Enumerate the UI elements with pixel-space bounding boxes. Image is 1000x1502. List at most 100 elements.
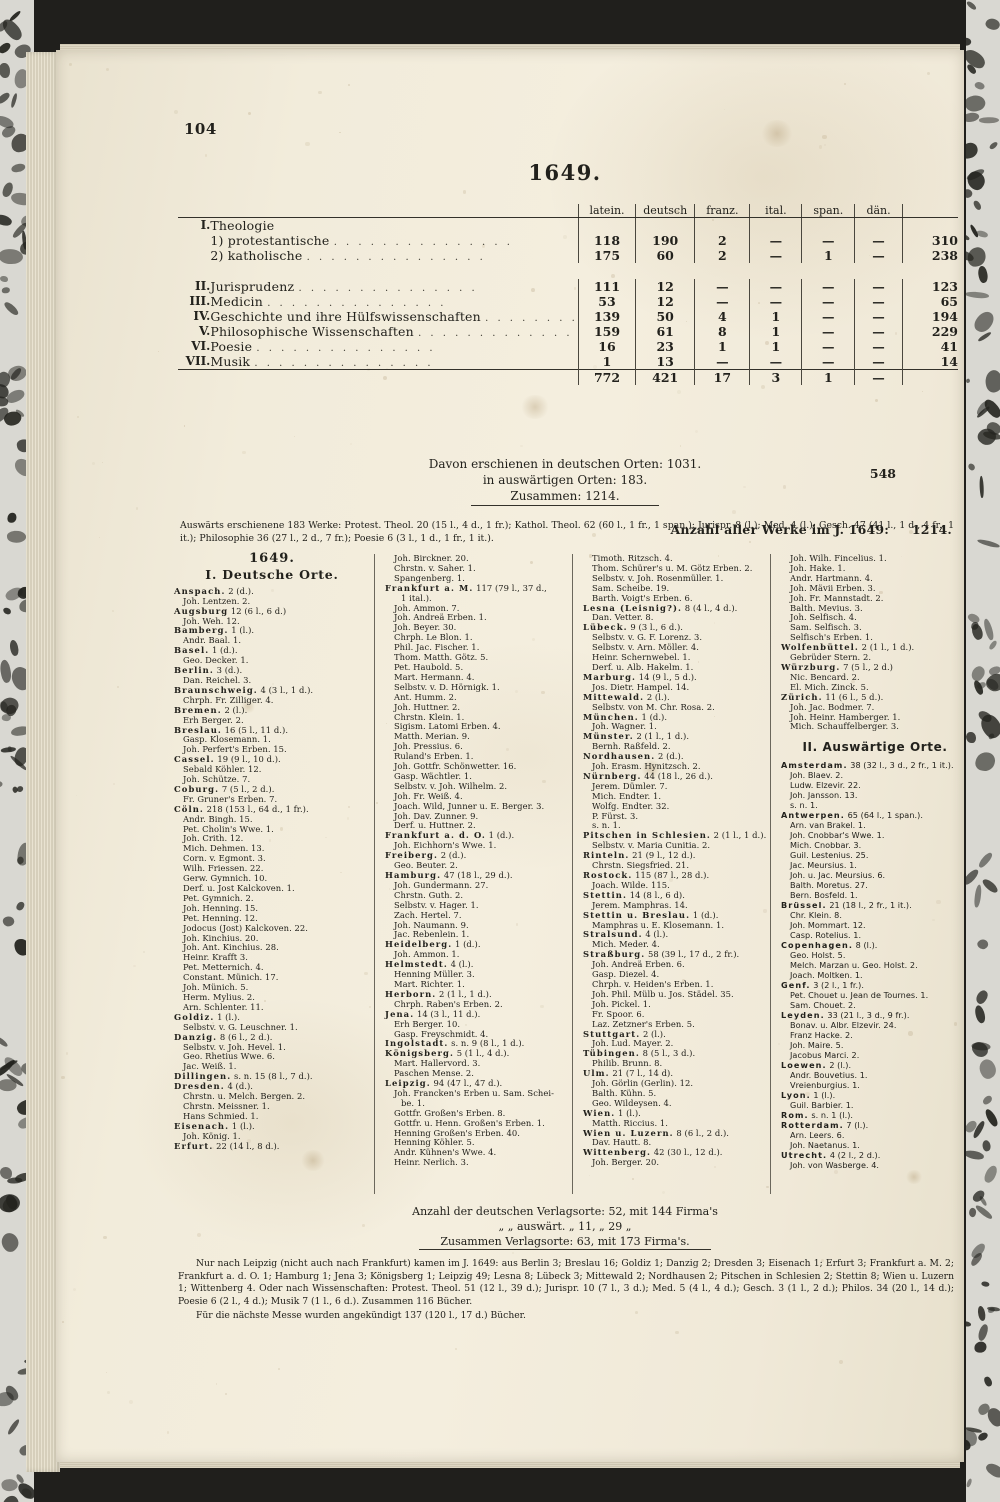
publisher-entry: Joh. Naetanus. 1. — [790, 1140, 860, 1151]
place-name: Utrecht. — [781, 1150, 828, 1161]
publisher-entry: Gasp. Klosemann. 1. — [183, 734, 271, 745]
publisher-entry: Casp. Rotelius. 1. — [790, 930, 862, 941]
publisher-entry: Geo. Wildeysen. 4. — [592, 1097, 672, 1108]
cell-deutsch: 12 — [635, 279, 695, 294]
publisher-entry: Joh. Maire. 5. — [790, 1040, 844, 1051]
publisher-entry: Mich. Meder. 4. — [592, 939, 660, 950]
cell-latein: 118 — [577, 233, 636, 248]
column-header-span: span. — [801, 204, 855, 218]
publisher-entry: Joh. Mävii Erben. 3. — [790, 582, 876, 593]
publisher-entry: Barth. Voigt's Erben. 6. — [592, 592, 693, 603]
publisher-entry: Geo. Beuter. 2. — [394, 860, 458, 871]
place-name: Münster. — [583, 731, 634, 742]
publisher-entry: Joh. Jansson. 13. — [790, 790, 858, 801]
publisher-entry: Bonav. u. Albr. Elzevir. 24. — [790, 1020, 897, 1031]
theology-subtotal: 548 — [869, 466, 896, 481]
place-entry: Cöln. 218 (153 l., 64 d., 1 fr.). — [174, 803, 370, 815]
place-count: 33 (21 l., 3 d., 9 fr.). — [827, 1010, 910, 1021]
publisher-entry: Mart. Hallervord. 3. — [394, 1058, 481, 1069]
verlagsorte-summary: Anzahl der deutschen Verlagsorte: 52, mi… — [170, 1204, 960, 1250]
place-count: 42 (30 l., 12 d.). — [653, 1147, 723, 1158]
bottom-note: Nur nach Leipzig (nicht auch nach Frankf… — [178, 1258, 954, 1325]
place-name: Tübingen. — [583, 1048, 640, 1059]
publisher-entry: Dan. Reichel. 3. — [183, 674, 252, 685]
place-name: Rom. — [781, 1110, 809, 1121]
publisher-entry: Derf. u. Huttner. 2. — [394, 820, 476, 831]
place-entry: Hamburg. 47 (18 l., 29 d.). — [385, 870, 575, 881]
publisher-entry: Joh. Selfisch. 4. — [790, 612, 857, 623]
publisher-entry: Mart. Hermann. 4. — [394, 671, 475, 682]
publisher-entry: Joh. Eichhorn's Wwe. 1. — [394, 840, 497, 851]
place-name: Loewen. — [781, 1060, 827, 1071]
cell-ital: 1 — [749, 324, 802, 339]
place-name: Straßburg. — [583, 949, 646, 960]
sum-total-blank — [901, 369, 958, 385]
cell-deutsch: 61 — [635, 324, 695, 339]
publisher-entry: Joach. Moltken. 1. — [790, 970, 863, 981]
empty-cell — [901, 217, 958, 233]
publisher-entry: Andr. Hartmann. 4. — [790, 572, 873, 583]
cell-deutsch: 13 — [635, 354, 695, 370]
place-name: Nürnberg. — [583, 770, 642, 781]
place-entry: Brüssel. 21 (18 l., 2 fr., 1 it.). — [781, 900, 969, 910]
publisher-entry: Derf. u. Alb. Hakelm. 1. — [592, 661, 694, 672]
place-count: 38 (32 l., 3 d., 2 fr., 1 it.). — [850, 760, 954, 771]
publisher-entry: Jerem. Dümler. 7. — [592, 780, 668, 791]
cell-span: — — [801, 279, 855, 294]
row-label: Geschichte und ihre Hülfswissenschaften … — [210, 309, 578, 324]
publisher-entry: Bern. Bosfeld. 1. — [790, 890, 858, 901]
place-entry: Loewen. 2 (l.). — [781, 1060, 969, 1070]
place-count: 19 (9 l., 10 d.). — [217, 754, 281, 765]
place-name: Bremen. — [174, 704, 222, 715]
place-entry: Münster. 2 (1 l., 1 d.). — [583, 731, 775, 742]
summary-foreign-places: in auswärtigen Orten: 183. — [482, 473, 648, 487]
place-name: Danzig. — [174, 1031, 218, 1042]
place-name: Rostock. — [583, 870, 633, 880]
summary-total: Zusammen: 1214. — [471, 488, 659, 506]
place-entry: Lübeck. 9 (3 l., 6 d.). — [583, 622, 775, 633]
row-label: Philosophische Wissenschaften . . . . . … — [210, 324, 573, 339]
place-name: Rotterdam. — [781, 1120, 844, 1131]
place-count: 4 (2 l., 2 d.). — [829, 1150, 881, 1161]
publisher-entry: Joh. Pressius. 6. — [394, 741, 463, 752]
table-row: 1) protestantische . . . . . . . . . . .… — [178, 233, 958, 248]
publisher-entry: Fr. Gruner's Erben. 7. — [183, 793, 278, 804]
publisher-entry: Thom. Matth. Götz. 5. — [394, 652, 489, 663]
place-count: 218 (153 l., 64 d., 1 fr.). — [206, 803, 309, 814]
empty-cell — [801, 217, 855, 233]
publisher-entry: Selfisch's Erben. 1. — [790, 632, 873, 643]
entry-continuation: be. 1. — [401, 1097, 425, 1108]
publisher-entry: Joh. Dav. Zunner. 9. — [394, 810, 479, 821]
place-count: 2 (d.). — [440, 850, 467, 861]
bottom-note-paragraph-2: Für die nächste Messe wurden angekündigt… — [196, 1310, 526, 1322]
publisher-entry: Joh. Crith. 12. — [183, 833, 244, 844]
place-name: Stettin. — [583, 889, 627, 900]
place-count: 8 (6 l., 2 d.). — [676, 1127, 730, 1138]
place-count: 7 (5 l., 2 d.) — [843, 661, 893, 672]
cell-dän: — — [854, 248, 903, 263]
place-name: Coburg. — [174, 783, 220, 794]
place-name: Erfurt. — [174, 1140, 214, 1151]
place-count: 2 (l.). — [224, 704, 248, 715]
place-entry: Lyon. 1 (l.). — [781, 1090, 969, 1100]
publisher-entry: Gerw. Gymnich. 10. — [183, 873, 268, 884]
publisher-entry: Melch. Marzan u. Geo. Holst. 2. — [790, 960, 918, 971]
spacer-row — [178, 263, 958, 279]
place-name: Frankfurt a. d. O. — [385, 830, 486, 841]
column-header-deutsch: deutsch — [635, 204, 695, 218]
publisher-entry: Selbstv. v. Joh. Hevel. 1. — [183, 1041, 286, 1052]
place-count: 5 (1 l., 4 d.). — [456, 1048, 510, 1059]
cell-franz: — — [694, 354, 750, 370]
marbled-edge-right — [966, 0, 1000, 1502]
publisher-entry: Gottfr. u. Henn. Großen's Erben. 1. — [394, 1117, 545, 1128]
place-entry: Nürnberg. 44 (18 l., 26 d.). — [583, 770, 775, 782]
list-year: 1649. — [249, 551, 295, 566]
grand-total-line: Anzahl aller Werke im J. 1649: 1214. — [671, 522, 952, 537]
place-entry: Basel. 1 (d.). — [174, 645, 370, 656]
publisher-entry: Selbstv. v. Hager. 1. — [394, 899, 479, 910]
place-entry: Copenhagen. 8 (l.). — [781, 940, 969, 950]
publisher-entry: Mart. Richter. 1. — [394, 978, 465, 989]
row-numeral: I. — [200, 218, 211, 232]
place-entry: Marburg. 14 (9 l., 5 d.). — [583, 672, 775, 683]
cell-dän: — — [854, 324, 903, 339]
